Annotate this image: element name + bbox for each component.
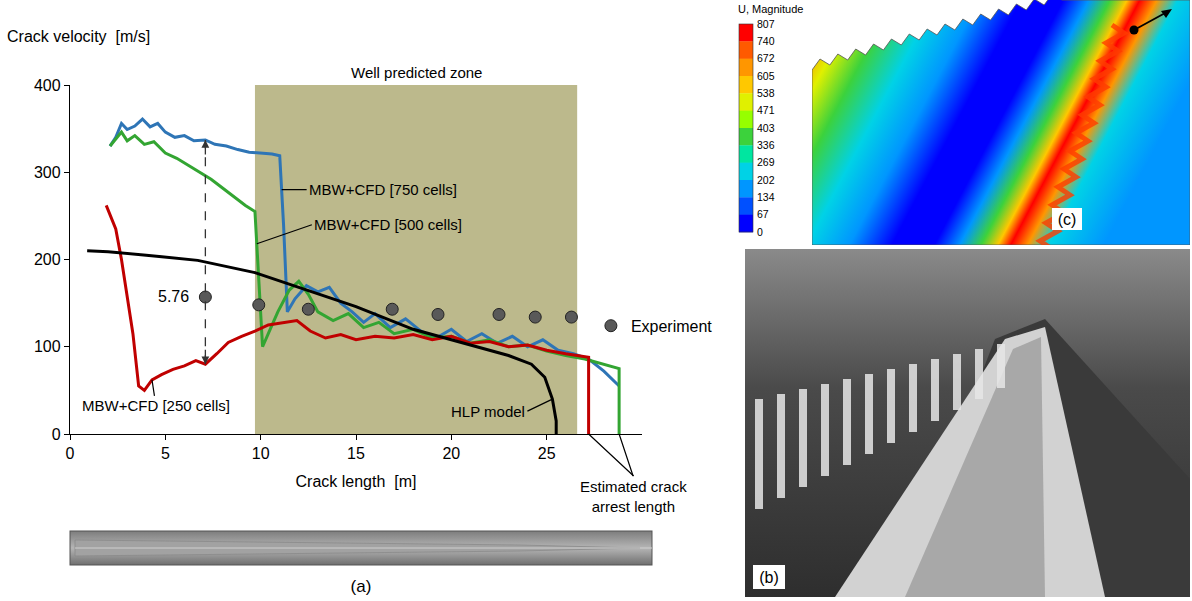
svg-text:100: 100 bbox=[34, 338, 61, 355]
svg-text:MBW+CFD [500 cells]: MBW+CFD [500 cells] bbox=[314, 216, 462, 233]
svg-text:Well predicted zone: Well predicted zone bbox=[351, 64, 482, 81]
svg-text:Crack velocity [m/s]: Crack velocity [m/s] bbox=[7, 28, 150, 45]
svg-text:0: 0 bbox=[66, 445, 75, 462]
svg-text:202: 202 bbox=[757, 174, 775, 186]
svg-text:Estimated crackarrest length: Estimated crackarrest length bbox=[580, 478, 687, 515]
svg-text:Crack length [m]: Crack length [m] bbox=[296, 473, 417, 490]
svg-text:403: 403 bbox=[757, 122, 775, 134]
svg-text:336: 336 bbox=[757, 139, 775, 151]
svg-text:400: 400 bbox=[34, 77, 61, 94]
svg-text:25: 25 bbox=[538, 445, 556, 462]
svg-text:807: 807 bbox=[757, 18, 775, 30]
svg-text:MBW+CFD [250 cells]: MBW+CFD [250 cells] bbox=[82, 397, 230, 414]
svg-text:MBW+CFD [750 cells]: MBW+CFD [750 cells] bbox=[309, 181, 457, 198]
svg-text:672: 672 bbox=[757, 52, 775, 64]
svg-text:269: 269 bbox=[757, 156, 775, 168]
svg-text:20: 20 bbox=[442, 445, 460, 462]
svg-text:HLP model: HLP model bbox=[451, 403, 525, 420]
svg-text:(a): (a) bbox=[351, 577, 372, 596]
svg-text:(c): (c) bbox=[1058, 211, 1077, 228]
svg-text:U, Magnitude: U, Magnitude bbox=[738, 3, 803, 15]
svg-text:605: 605 bbox=[757, 70, 775, 82]
svg-text:67: 67 bbox=[757, 208, 769, 220]
svg-text:15: 15 bbox=[347, 445, 365, 462]
svg-text:538: 538 bbox=[757, 87, 775, 99]
svg-text:134: 134 bbox=[757, 191, 775, 203]
svg-text:5: 5 bbox=[161, 445, 170, 462]
svg-text:200: 200 bbox=[34, 251, 61, 268]
svg-text:Experiment: Experiment bbox=[631, 318, 712, 335]
svg-text:471: 471 bbox=[757, 104, 775, 116]
svg-text:(b): (b) bbox=[759, 569, 779, 586]
svg-text:740: 740 bbox=[757, 35, 775, 47]
svg-text:10: 10 bbox=[252, 445, 270, 462]
svg-text:0: 0 bbox=[52, 426, 61, 443]
svg-text:0: 0 bbox=[757, 226, 763, 238]
svg-text:300: 300 bbox=[34, 164, 61, 181]
svg-text:5.76: 5.76 bbox=[158, 288, 189, 305]
